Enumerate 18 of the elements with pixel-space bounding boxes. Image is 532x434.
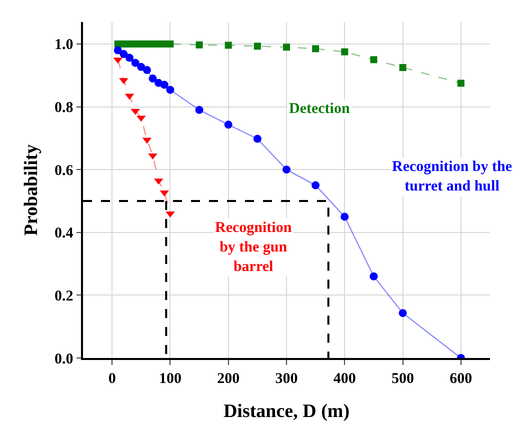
- y-tick-label: 0.0: [54, 351, 74, 368]
- y-tick-label: 0.2: [54, 288, 74, 304]
- x-axis-title: Distance, D (m): [223, 401, 350, 422]
- y-tick-label: 0.6: [54, 162, 74, 179]
- x-tick-label: 600: [450, 370, 472, 387]
- y-tick-label: 0.8: [54, 100, 74, 116]
- x-tick-label: 100: [158, 370, 182, 387]
- text: Recognition by the gun barrel: [215, 220, 292, 275]
- x-tick-label: 200: [217, 370, 240, 387]
- y-tick-label: 0.4: [54, 226, 74, 242]
- x-tick-label: 500: [392, 370, 414, 387]
- x-tick-label: 0: [108, 370, 116, 387]
- text: Recognition by the turret and hull: [392, 159, 512, 194]
- x-tick-label: 400: [333, 370, 356, 387]
- text: Detection: [289, 101, 350, 117]
- y-tick-label: 1.0: [54, 37, 74, 54]
- y-axis-title: Probability: [20, 144, 42, 236]
- x-tick-label: 300: [275, 370, 298, 387]
